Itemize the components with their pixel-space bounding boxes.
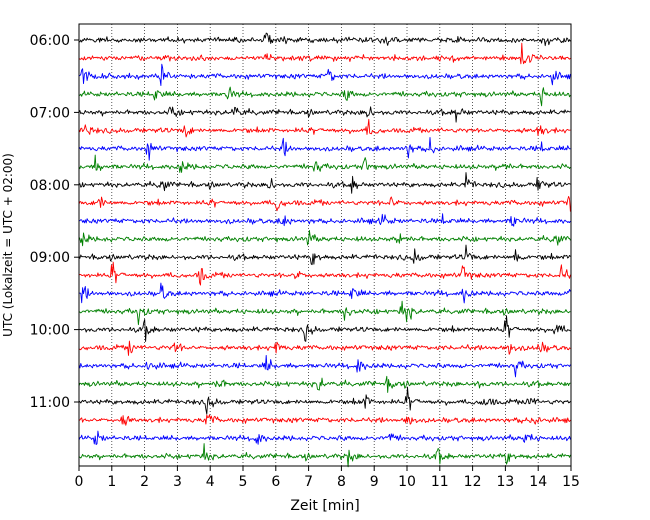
trace-row-15	[78, 300, 571, 326]
trace-row-11	[78, 229, 571, 247]
y-tick-label-1: 07:00	[30, 105, 70, 121]
x-tick-label-10: 10	[398, 474, 416, 490]
trace-row-17	[78, 340, 571, 356]
trace-row-14	[78, 282, 571, 304]
x-tick-label-7: 7	[304, 474, 313, 490]
x-tick-label-12: 12	[464, 474, 482, 490]
x-tick-label-1: 1	[107, 474, 116, 490]
trace-row-10	[78, 213, 571, 227]
x-tick-label-6: 6	[271, 474, 280, 490]
trace-row-13	[78, 261, 571, 286]
x-tick-label-9: 9	[370, 474, 379, 490]
trace-row-9	[78, 196, 571, 212]
trace-row-7	[78, 154, 571, 173]
y-tick-label-2: 08:00	[30, 178, 70, 194]
x-tick-label-8: 8	[337, 474, 346, 490]
trace-row-8	[78, 172, 571, 194]
plot-frame	[78, 23, 572, 467]
y-axis: 06:00 07:00 08:00 09:00 10:00 11:00	[30, 33, 79, 411]
y-axis-label: UTC (Lokalzeit = UTC + 02:00)	[1, 153, 15, 337]
vertical-grid	[111, 24, 539, 466]
x-tick-label-14: 14	[529, 474, 547, 490]
x-tick-label-13: 13	[496, 474, 514, 490]
x-tick-label-3: 3	[173, 474, 182, 490]
trace-row-20	[78, 386, 571, 415]
x-axis-label: Zeit [min]	[290, 498, 359, 514]
y-tick-label-3: 09:00	[30, 250, 70, 266]
trace-layer	[78, 32, 571, 468]
trace-row-0	[78, 32, 571, 47]
y-tick-label-4: 10:00	[30, 323, 70, 339]
x-tick-label-4: 4	[206, 474, 215, 490]
x-tick-label-2: 2	[140, 474, 149, 490]
trace-row-21	[78, 414, 571, 426]
trace-row-18	[78, 354, 571, 378]
trace-row-4	[78, 106, 571, 123]
trace-row-16	[78, 315, 571, 342]
trace-row-22	[78, 430, 571, 445]
trace-row-1	[78, 42, 571, 65]
trace-row-5	[78, 118, 571, 138]
x-tick-label-15: 15	[562, 474, 580, 490]
y-tick-label-0: 06:00	[30, 33, 70, 49]
trace-row-19	[78, 375, 571, 393]
trace-row-23	[78, 443, 571, 468]
y-tick-label-5: 11:00	[30, 395, 70, 411]
x-tick-label-11: 11	[431, 474, 449, 490]
x-tick-label-0: 0	[75, 474, 84, 490]
trace-row-12	[78, 244, 571, 266]
trace-row-2	[78, 63, 571, 87]
x-tick-label-5: 5	[239, 474, 248, 490]
trace-row-6	[78, 137, 571, 161]
x-axis: 0 1 2 3 4 5 6 7 8 9 10 11 12 13 14 15	[75, 466, 580, 490]
trace-row-3	[78, 86, 571, 107]
